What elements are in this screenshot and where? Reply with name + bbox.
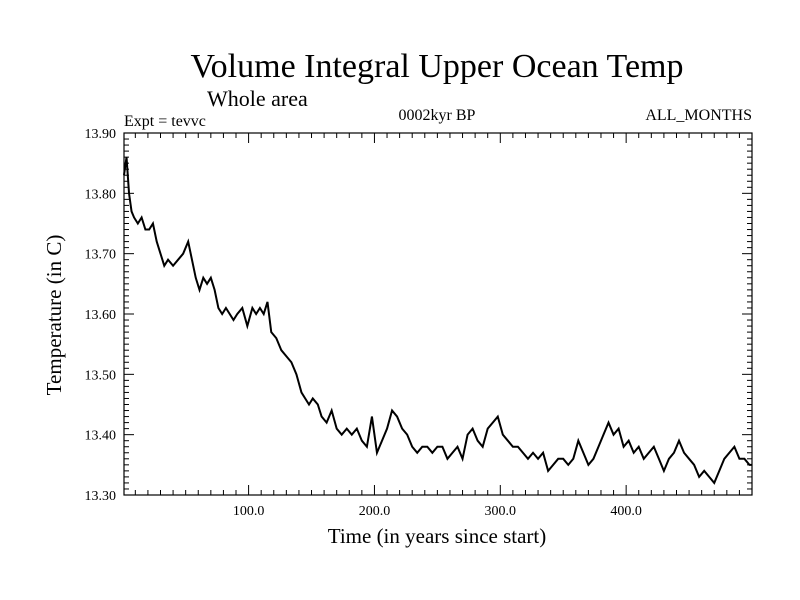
y-tick-label: 13.80 (85, 187, 117, 202)
x-tick-label: 200.0 (359, 504, 391, 519)
period-label: 0002kyr BP (399, 107, 476, 124)
y-tick-label: 13.30 (85, 489, 117, 504)
y-axis-label: Temperature (in C) (42, 235, 66, 396)
experiment-label: Expt = tevvc (124, 113, 206, 130)
y-tick-label: 13.40 (85, 429, 117, 444)
temperature-series-line (123, 156, 752, 485)
x-tick-label: 400.0 (610, 504, 642, 519)
y-axis-tick-labels: 13.30 13.40 13.50 13.60 13.70 13.80 13.90 (85, 127, 117, 504)
x-tick-label: 300.0 (485, 504, 517, 519)
chart-title: Volume Integral Upper Ocean Temp (191, 48, 684, 85)
x-axis-label: Time (in years since start) (328, 524, 547, 548)
x-tick-label: 100.0 (233, 504, 265, 519)
months-label: ALL_MONTHS (645, 107, 752, 124)
x-axis-tick-labels: 100.0 200.0 300.0 400.0 (233, 504, 642, 519)
axis-ticks (124, 133, 752, 495)
y-tick-label: 13.90 (85, 127, 117, 142)
y-tick-label: 13.70 (85, 248, 117, 263)
chart-subtitle: Whole area (207, 86, 308, 111)
y-tick-label: 13.50 (85, 368, 117, 383)
plot-frame (123, 132, 753, 496)
y-tick-label: 13.60 (85, 308, 117, 323)
